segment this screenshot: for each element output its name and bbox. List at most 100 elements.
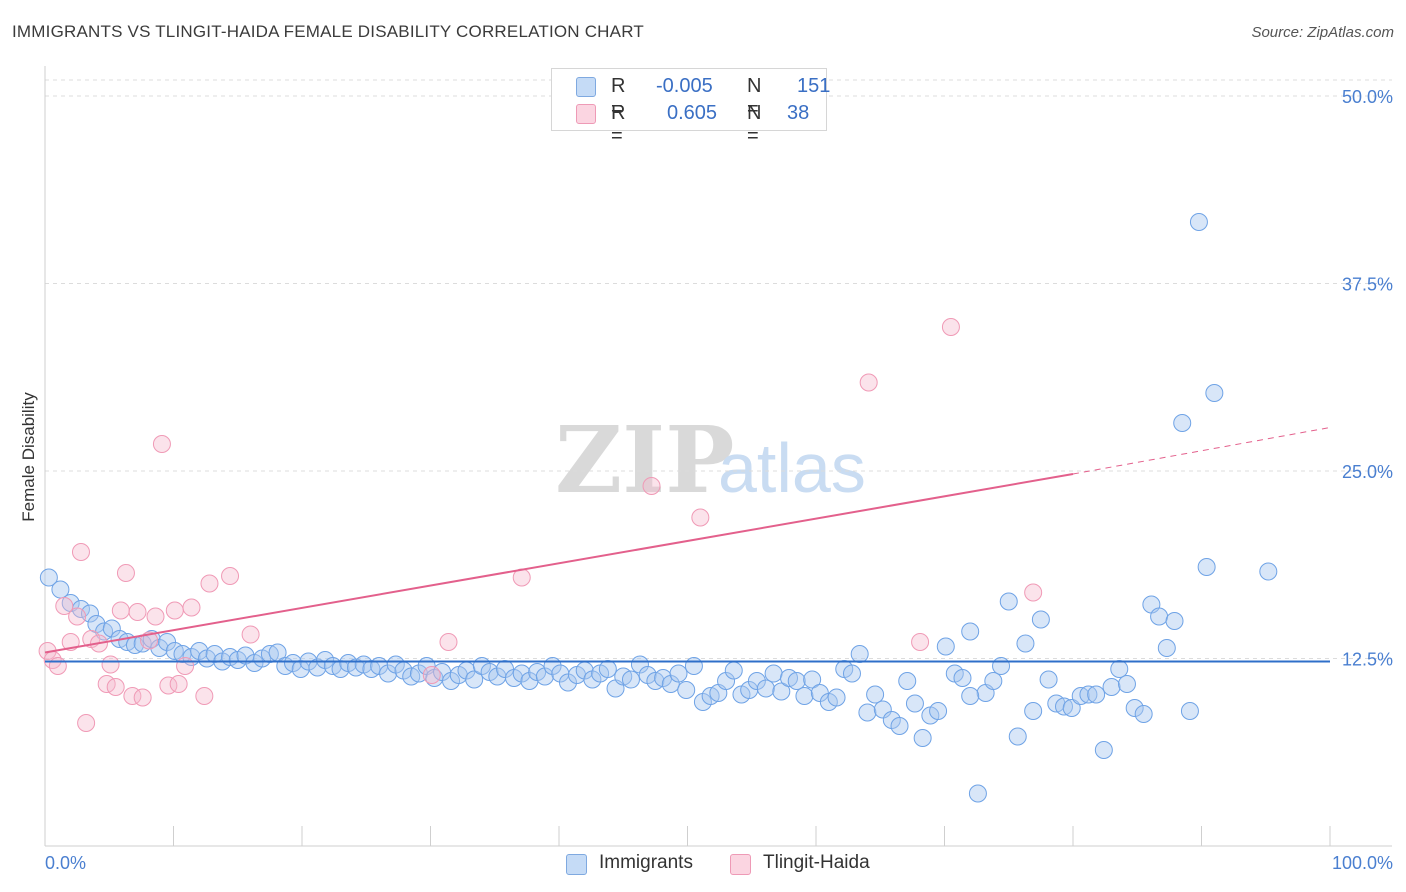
tlingit-point (146, 607, 165, 626)
immigrants-point (621, 670, 640, 689)
immigrants-point (772, 682, 791, 701)
legend-swatch-immigrants (576, 77, 596, 97)
immigrants-point (535, 667, 554, 686)
tlingit-point (176, 657, 195, 675)
immigrants-point (661, 675, 680, 693)
immigrants-point (842, 664, 861, 683)
immigrants-point (684, 657, 703, 675)
tlingit-point (77, 714, 96, 732)
bottom-legend-label-immigrants: Immigrants (599, 852, 693, 873)
bottom-legend-swatch-immigrants (566, 854, 587, 875)
immigrants-point (1189, 213, 1208, 231)
y-tick-label: 25.0% (1342, 462, 1393, 482)
tlingit-point (61, 633, 80, 651)
immigrants-point (724, 661, 743, 680)
legend-r-value: 0.605 (667, 102, 718, 124)
immigrants-point (787, 672, 806, 690)
y-tick-label: 37.5% (1342, 275, 1393, 295)
legend-r-label: R = (611, 75, 626, 120)
x-tick-label: 0.0% (45, 853, 86, 873)
immigrants-point (677, 681, 696, 699)
tlingit-point (941, 318, 960, 336)
immigrants-point (1039, 670, 1058, 689)
bottom-legend-label-tlingit: Tlingit-Haida (763, 852, 870, 873)
tlingit-point (68, 607, 87, 626)
legend-n-label: N = (747, 75, 762, 120)
x-tick-label: 100.0% (1332, 853, 1393, 873)
tlingit-point (911, 633, 930, 651)
legend-n-value: 38 (787, 102, 810, 124)
tlingit-point (140, 631, 159, 650)
tlingit-point (71, 543, 90, 561)
tlingit-point (55, 597, 74, 615)
immigrants-point (873, 700, 892, 719)
immigrants-point (953, 669, 972, 687)
immigrants-point (669, 664, 688, 683)
y-tick-label: 12.5% (1342, 650, 1393, 670)
tlingit-point (182, 598, 201, 617)
tlingit-point (200, 574, 219, 593)
immigrants-point (1008, 727, 1027, 746)
immigrants-point (558, 673, 577, 692)
chart-title: IMMIGRANTS VS TLINGIT-HAIDA FEMALE DISAB… (12, 22, 644, 41)
immigrants-point (866, 685, 885, 704)
immigrants-point (936, 637, 955, 656)
immigrants-point (1157, 639, 1176, 657)
immigrants-point (717, 672, 736, 690)
immigrants-point (756, 679, 775, 698)
immigrants-point (158, 633, 177, 651)
tlingit-point (101, 655, 120, 674)
legend-r-label: R = (611, 102, 626, 147)
immigrants-point (747, 672, 766, 690)
immigrants-point (890, 717, 909, 735)
immigrants-point (968, 784, 987, 803)
immigrants-point (992, 657, 1011, 675)
immigrants-point (1125, 699, 1144, 717)
immigrants-point (1205, 384, 1224, 402)
tlingit-point (48, 657, 67, 675)
immigrants-point (39, 568, 58, 587)
legend-swatch-tlingit (576, 104, 596, 124)
immigrants-point (598, 660, 617, 678)
immigrants-point (803, 670, 822, 689)
tlingit-point (116, 564, 135, 582)
immigrants-point (1055, 697, 1074, 716)
immigrants-point (102, 619, 121, 638)
legend-n-label: N = (747, 102, 762, 147)
immigrants-point (1117, 675, 1136, 693)
immigrants-point (1031, 610, 1050, 629)
immigrants-point (512, 664, 531, 683)
immigrants-point (1180, 702, 1199, 720)
immigrants-point (1016, 634, 1035, 653)
watermark-zip: ZIP (555, 406, 734, 514)
immigrants-point (898, 672, 917, 690)
tlingit-point (241, 625, 260, 644)
tlingit-point (642, 477, 661, 495)
legend-r-value: -0.005 (656, 75, 713, 97)
tlingit-point (111, 601, 130, 620)
immigrants-point (1150, 607, 1169, 626)
tlingit-point (169, 675, 188, 693)
immigrants-point (795, 687, 814, 705)
tlingit-point (128, 603, 147, 621)
tlingit-point (152, 435, 171, 453)
immigrants-point (961, 687, 980, 705)
immigrants-point (1197, 558, 1216, 576)
immigrants-point (1259, 562, 1278, 581)
immigrants-point (858, 703, 877, 722)
tlingit-point (422, 666, 441, 684)
bottom-legend-swatch-tlingit (730, 854, 751, 875)
immigrants-point (308, 658, 327, 677)
tlingit-point (439, 633, 458, 651)
correlation-legend: R = -0.005 N = 151 R = 0.605 N = 38 (551, 68, 830, 147)
tlingit-point (1024, 583, 1043, 602)
immigrants-point (1102, 678, 1121, 696)
immigrants-point (999, 592, 1018, 611)
tlingit-point (691, 508, 710, 527)
immigrants-point (1134, 705, 1153, 723)
immigrants-point (1110, 660, 1129, 678)
immigrants-point (1024, 702, 1043, 720)
immigrants-point (961, 622, 980, 641)
immigrants-point (465, 670, 484, 689)
